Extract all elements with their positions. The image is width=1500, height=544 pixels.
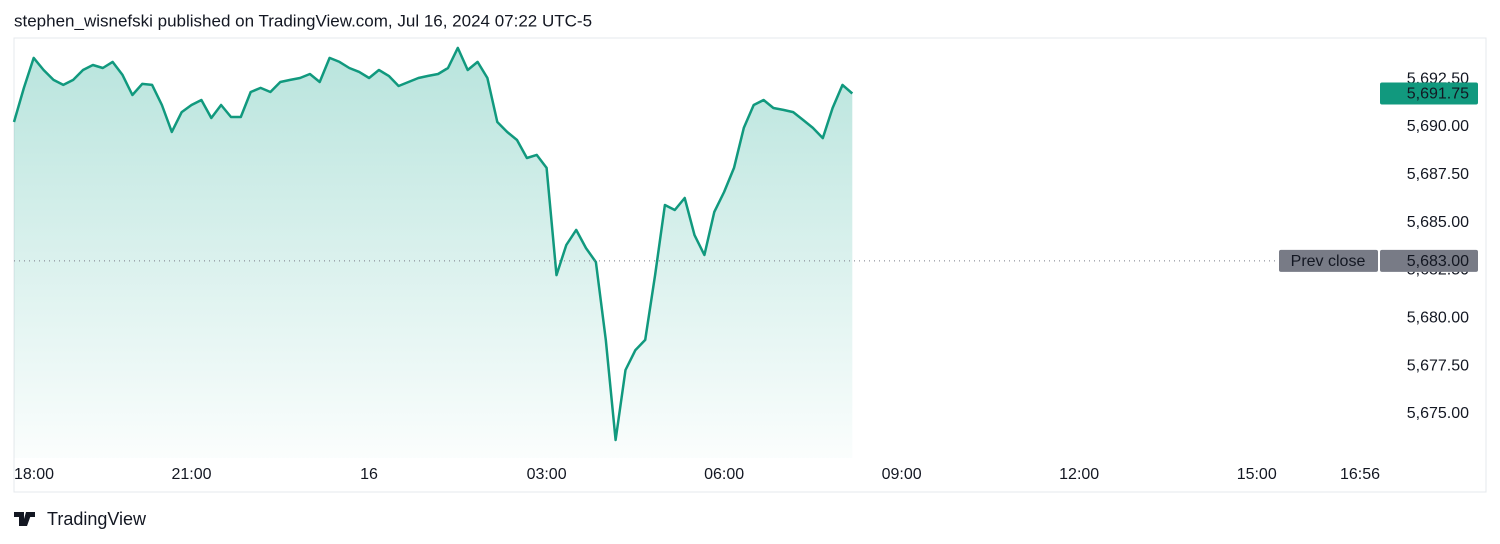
x-tick-label: 03:00 [527, 466, 567, 483]
prev-close-value-tag [1380, 249, 1478, 272]
y-tick-label: 5,685.00 [1407, 214, 1469, 231]
last-price-label: 5,691.75 [1407, 86, 1469, 103]
price-line [12, 46, 854, 442]
x-tick-label: 18:00 [14, 466, 54, 483]
last-price-tag [1380, 82, 1478, 105]
y-tick-label: 5,690.00 [1407, 118, 1469, 135]
x-tick-label: 16 [360, 466, 378, 483]
x-tick-label: 06:00 [704, 466, 744, 483]
x-tick-label: 12:00 [1059, 466, 1099, 483]
prev-close-tag [1279, 249, 1378, 272]
prev-close-value: 5,683.00 [1407, 253, 1469, 270]
y-tick-label: 5,677.50 [1407, 357, 1469, 374]
y-tick-label: 5,675.00 [1407, 405, 1469, 422]
y-tick-label: 5,687.50 [1407, 166, 1469, 183]
y-tick-label: 5,680.00 [1407, 310, 1469, 327]
x-tick-label: 21:00 [172, 466, 212, 483]
footer: TradingView [47, 509, 147, 529]
x-tick-label: 16:56 [1340, 466, 1380, 483]
logo: TradingView [14, 509, 147, 529]
header: stephen_wisnefski published on TradingVi… [14, 11, 592, 30]
x-tick-label: 09:00 [882, 466, 922, 483]
area-fill [14, 47, 853, 459]
x-tick-label: 15:00 [1237, 466, 1277, 483]
prev-close-text: Prev close [1291, 253, 1366, 270]
